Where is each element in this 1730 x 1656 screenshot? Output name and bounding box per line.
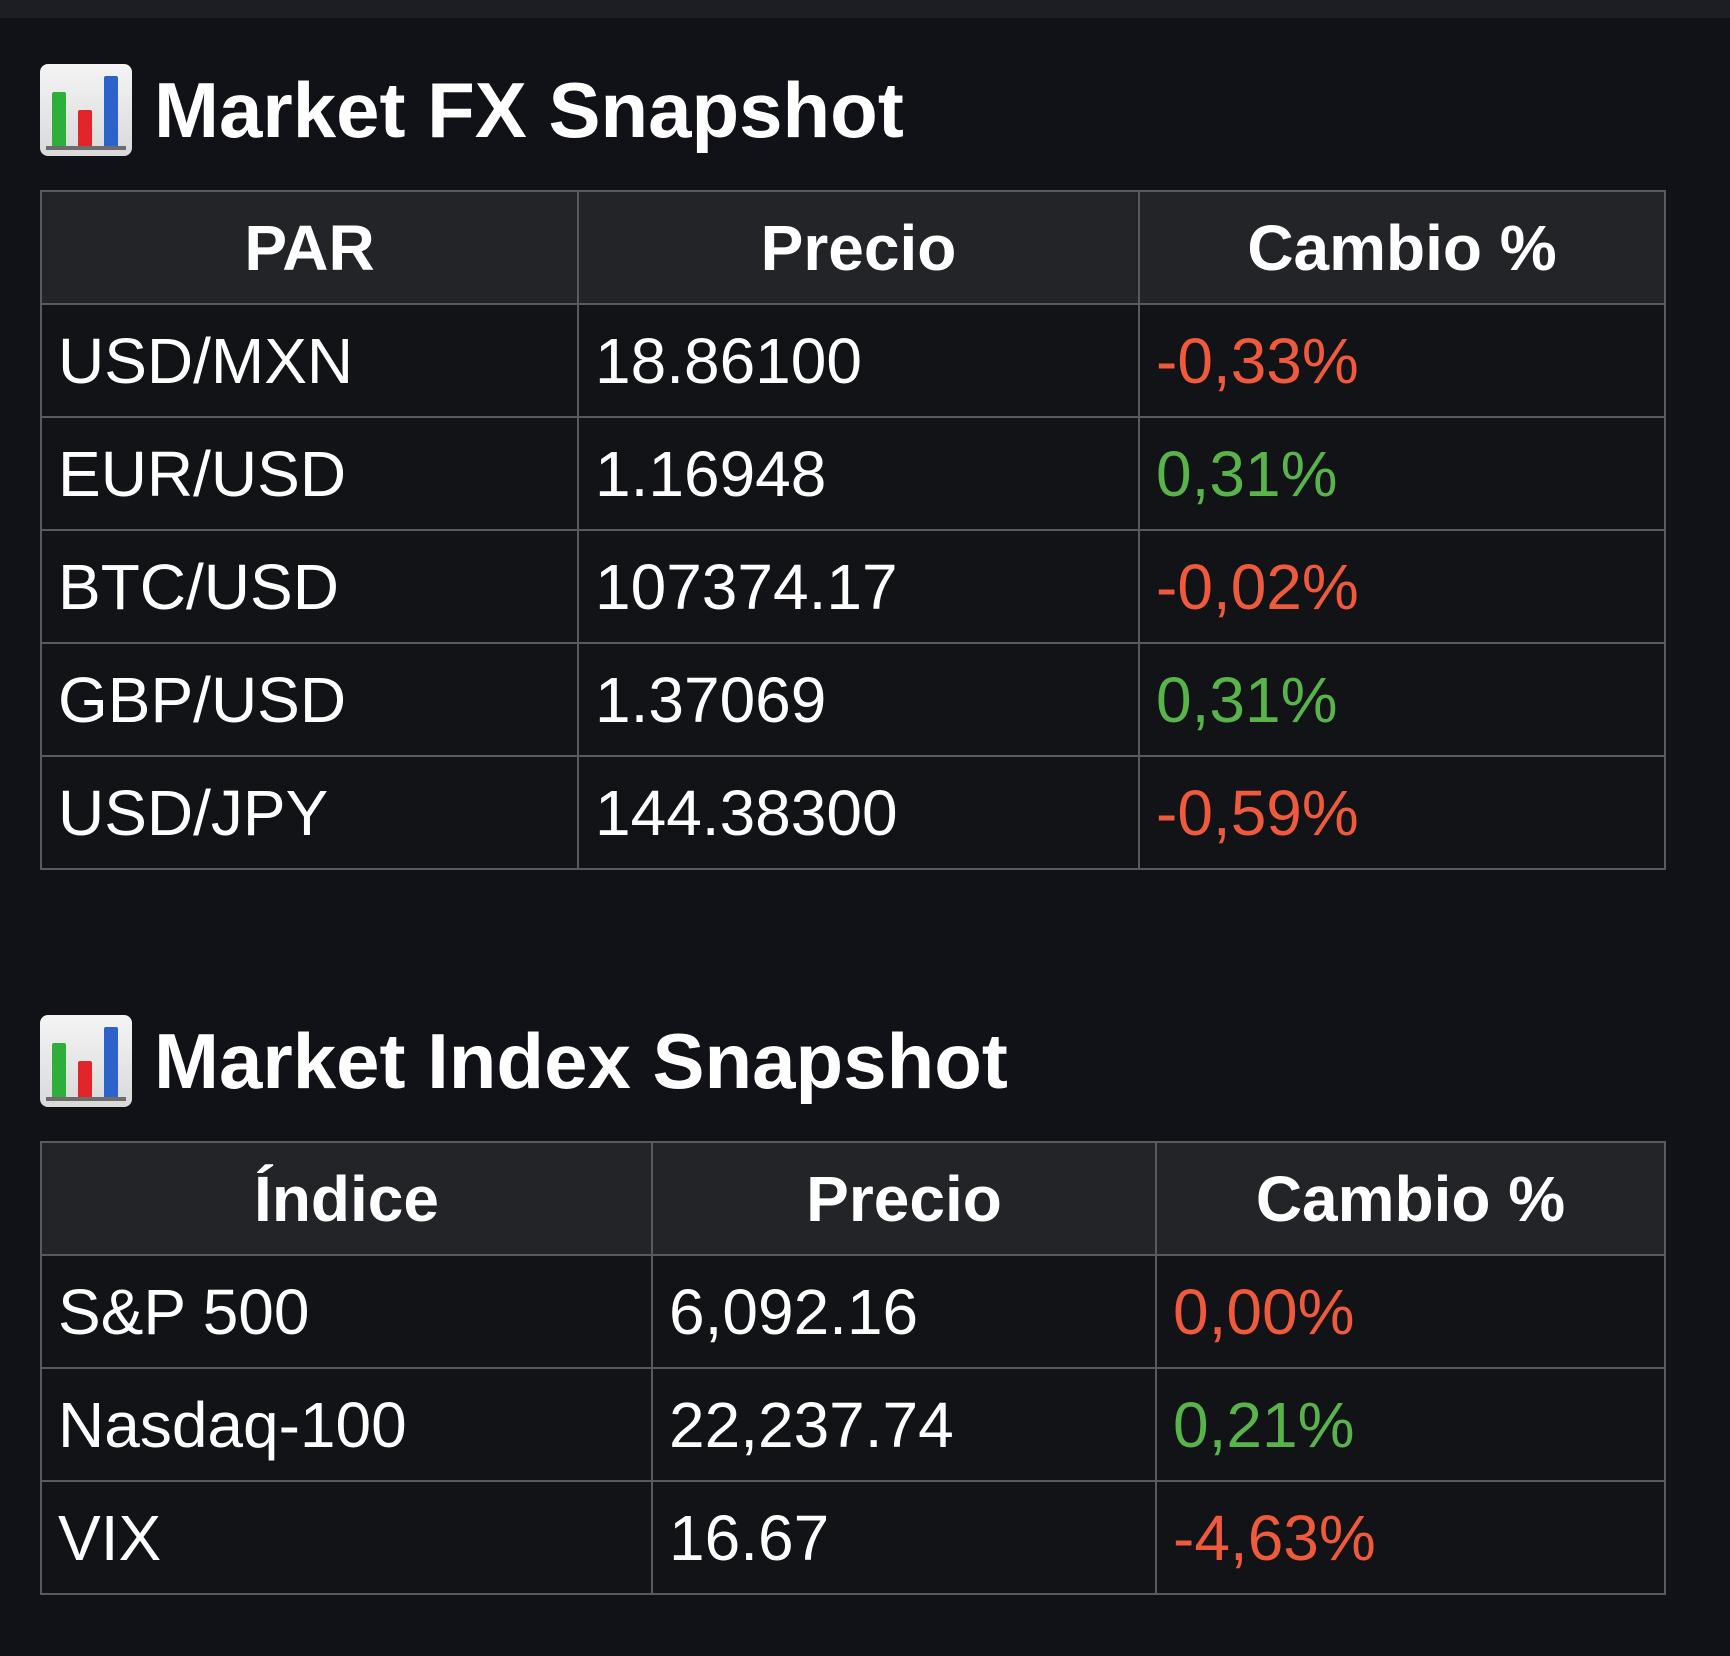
fx-title: Market FX Snapshot [154,65,904,154]
fx-section: Market FX Snapshot PAR Precio Cambio % U… [40,55,1666,870]
table-row: USD/JPY 144.38300 -0,59% [40,755,1666,870]
fx-header-row: PAR Precio Cambio % [40,190,1666,305]
index-section: Market Index Snapshot Índice Precio Camb… [40,1006,1666,1595]
index-title-row: Market Index Snapshot [40,1006,1664,1116]
change-cell: 0,00% [1155,1254,1666,1369]
price-cell: 1.37069 [577,642,1140,757]
index-name-cell: Nasdaq-100 [40,1367,653,1482]
change-cell: 0,31% [1138,416,1666,531]
change-cell: -0,33% [1138,303,1666,418]
bar-chart-icon [40,64,132,156]
table-row: USD/MXN 18.86100 -0,33% [40,303,1666,418]
index-header-row: Índice Precio Cambio % [40,1141,1666,1256]
price-cell: 16.67 [651,1480,1157,1595]
fx-table: PAR Precio Cambio % USD/MXN 18.86100 -0,… [40,190,1666,870]
column-header-change: Cambio % [1155,1141,1666,1256]
pair-cell: GBP/USD [40,642,579,757]
change-cell: 0,31% [1138,642,1666,757]
price-cell: 1.16948 [577,416,1140,531]
fx-title-row: Market FX Snapshot [40,55,1664,165]
table-row: VIX 16.67 -4,63% [40,1480,1666,1595]
table-row: Nasdaq-100 22,237.74 0,21% [40,1367,1666,1482]
price-cell: 107374.17 [577,529,1140,644]
column-header-price: Precio [577,190,1140,305]
pair-cell: BTC/USD [40,529,579,644]
table-row: EUR/USD 1.16948 0,31% [40,416,1666,531]
index-name-cell: S&P 500 [40,1254,653,1369]
index-name-cell: VIX [40,1480,653,1595]
table-row: S&P 500 6,092.16 0,00% [40,1254,1666,1369]
table-row: GBP/USD 1.37069 0,31% [40,642,1666,757]
column-header-index: Índice [40,1141,653,1256]
index-title: Market Index Snapshot [154,1016,1008,1105]
change-cell: -0,02% [1138,529,1666,644]
column-header-price: Precio [651,1141,1157,1256]
price-cell: 18.86100 [577,303,1140,418]
price-cell: 22,237.74 [651,1367,1157,1482]
change-cell: 0,21% [1155,1367,1666,1482]
bar-chart-icon [40,1015,132,1107]
pair-cell: USD/MXN [40,303,579,418]
pair-cell: EUR/USD [40,416,579,531]
change-cell: -0,59% [1138,755,1666,870]
change-cell: -4,63% [1155,1480,1666,1595]
top-strip [0,0,1730,18]
price-cell: 6,092.16 [651,1254,1157,1369]
table-row: BTC/USD 107374.17 -0,02% [40,529,1666,644]
index-table: Índice Precio Cambio % S&P 500 6,092.16 … [40,1141,1666,1595]
column-header-pair: PAR [40,190,579,305]
price-cell: 144.38300 [577,755,1140,870]
pair-cell: USD/JPY [40,755,579,870]
column-header-change: Cambio % [1138,190,1666,305]
